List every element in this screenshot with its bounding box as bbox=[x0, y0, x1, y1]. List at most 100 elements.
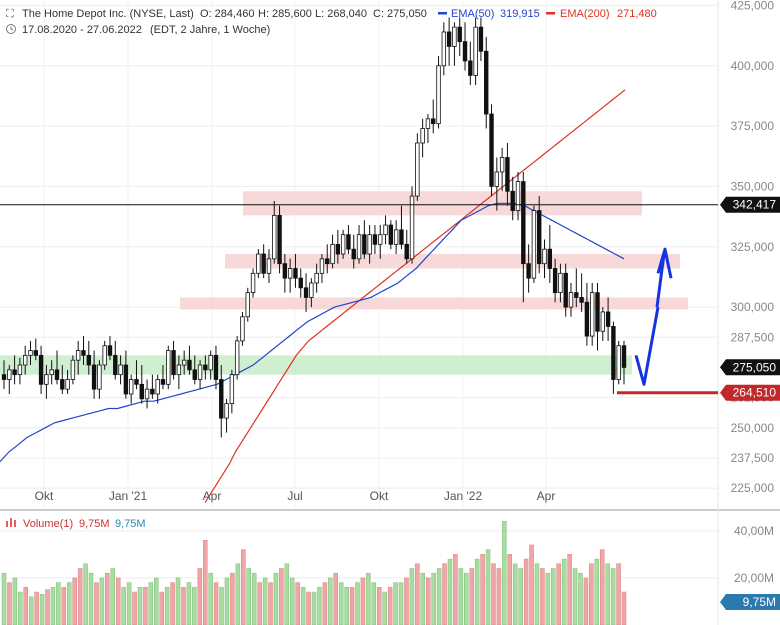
volume-bar bbox=[578, 572, 583, 625]
candle-body bbox=[542, 248, 547, 265]
volume-bar bbox=[518, 568, 523, 625]
volume-bar bbox=[523, 558, 529, 625]
candle-body bbox=[81, 350, 86, 356]
volume-bar bbox=[175, 577, 181, 625]
candle-body bbox=[473, 26, 478, 76]
candle-body bbox=[12, 369, 17, 376]
candle-body bbox=[102, 345, 107, 366]
candle-body bbox=[372, 234, 378, 245]
support-zone bbox=[0, 355, 632, 375]
price-badge bbox=[720, 359, 780, 376]
volume-bar bbox=[442, 563, 447, 625]
price-badge bbox=[720, 384, 780, 401]
time-tick-label: Okt bbox=[370, 489, 389, 503]
volume-bar bbox=[567, 554, 572, 625]
candle-body bbox=[568, 292, 574, 308]
volume-bar bbox=[556, 563, 561, 625]
volume-bar bbox=[28, 596, 34, 625]
candle-body bbox=[409, 195, 415, 260]
volume-panel: 40,00M 20,00M 9,75M bbox=[0, 521, 780, 625]
volume-bar bbox=[485, 549, 491, 625]
volume-bar bbox=[512, 563, 518, 625]
candle-body bbox=[49, 369, 54, 376]
candle-body bbox=[70, 359, 76, 380]
candle-body bbox=[452, 26, 457, 47]
volume-bar bbox=[349, 587, 355, 625]
price-tick-label: 225,000 bbox=[731, 481, 775, 495]
volume-bar bbox=[115, 577, 121, 625]
candle-body bbox=[144, 388, 150, 400]
candle-body bbox=[240, 316, 245, 342]
time-tick-label: Okt bbox=[35, 489, 54, 503]
candle-body bbox=[351, 248, 356, 260]
volume-bar bbox=[616, 563, 621, 625]
ema200-legend-value: 271,480 bbox=[617, 8, 657, 20]
candle-body bbox=[118, 364, 123, 376]
ema50-legend-swatch bbox=[438, 12, 447, 15]
volume-bar bbox=[110, 568, 116, 625]
candle-body bbox=[256, 253, 261, 274]
volume-bar bbox=[453, 554, 458, 625]
candle-body bbox=[330, 243, 335, 265]
time-tick-label: Jan '21 bbox=[109, 489, 148, 503]
volume-bar bbox=[300, 587, 306, 625]
candle-body bbox=[86, 354, 91, 366]
price-badge-label: 264,510 bbox=[733, 386, 777, 400]
candle-body bbox=[605, 311, 611, 327]
timezone-info: (EDT, 2 Jahre, 1 Woche) bbox=[150, 24, 270, 36]
volume-bar bbox=[377, 587, 382, 625]
candle-body bbox=[155, 379, 160, 395]
chart-type-icon[interactable]: ⛶ bbox=[6, 8, 14, 20]
volume-bar bbox=[328, 577, 333, 625]
price-tick-label: 300,000 bbox=[731, 300, 775, 314]
candle-body bbox=[611, 326, 616, 380]
volume-bar bbox=[545, 572, 551, 625]
ema50-line bbox=[0, 202, 625, 463]
volume-bar bbox=[1, 572, 7, 625]
volume-bar bbox=[534, 563, 540, 625]
candle-body bbox=[272, 214, 277, 260]
candle-body bbox=[579, 297, 584, 303]
candle-body bbox=[595, 292, 600, 332]
candlesticks bbox=[1, 17, 627, 438]
candle-body bbox=[229, 374, 235, 405]
candle-body bbox=[192, 369, 197, 380]
open-value: O: 284,460 bbox=[200, 8, 254, 20]
candle-body bbox=[134, 379, 139, 385]
chart-header: ⛶ The Home Depot Inc. (NYSE, Last) O: 28… bbox=[6, 8, 657, 36]
candle-body bbox=[515, 181, 521, 211]
candle-body bbox=[552, 268, 558, 294]
candle-body bbox=[113, 354, 118, 376]
price-tick-label: 425,000 bbox=[731, 0, 775, 12]
candle-body bbox=[197, 364, 203, 380]
candle-body bbox=[250, 272, 256, 294]
volume-bar bbox=[257, 582, 262, 625]
volume-bar bbox=[393, 582, 398, 625]
close-value: C: 275,050 bbox=[373, 8, 427, 20]
clock-hands-icon bbox=[10, 26, 14, 31]
volume-bar bbox=[540, 568, 545, 625]
candle-body bbox=[60, 379, 65, 390]
volume-bar bbox=[94, 582, 99, 625]
annotations bbox=[0, 204, 718, 395]
volume-bar bbox=[338, 582, 344, 625]
candle-body bbox=[203, 364, 208, 371]
candle-body bbox=[505, 157, 510, 192]
volume-icon-bar bbox=[10, 518, 12, 527]
volume-bar bbox=[295, 582, 300, 625]
candle-body bbox=[303, 287, 309, 298]
ema200-line bbox=[204, 89, 626, 503]
volume-bar bbox=[311, 591, 317, 625]
volume-bar bbox=[235, 563, 241, 625]
candle-body bbox=[319, 258, 325, 274]
volume-bar bbox=[186, 582, 192, 625]
volume-bar bbox=[67, 582, 72, 625]
volume-bar bbox=[425, 577, 431, 625]
volume-bar bbox=[148, 582, 154, 625]
volume-bar bbox=[34, 591, 39, 625]
volume-bar bbox=[143, 587, 148, 625]
candle-body bbox=[107, 345, 113, 356]
candle-body bbox=[208, 354, 213, 371]
volume-bar bbox=[219, 587, 224, 625]
price-zones bbox=[0, 191, 688, 375]
